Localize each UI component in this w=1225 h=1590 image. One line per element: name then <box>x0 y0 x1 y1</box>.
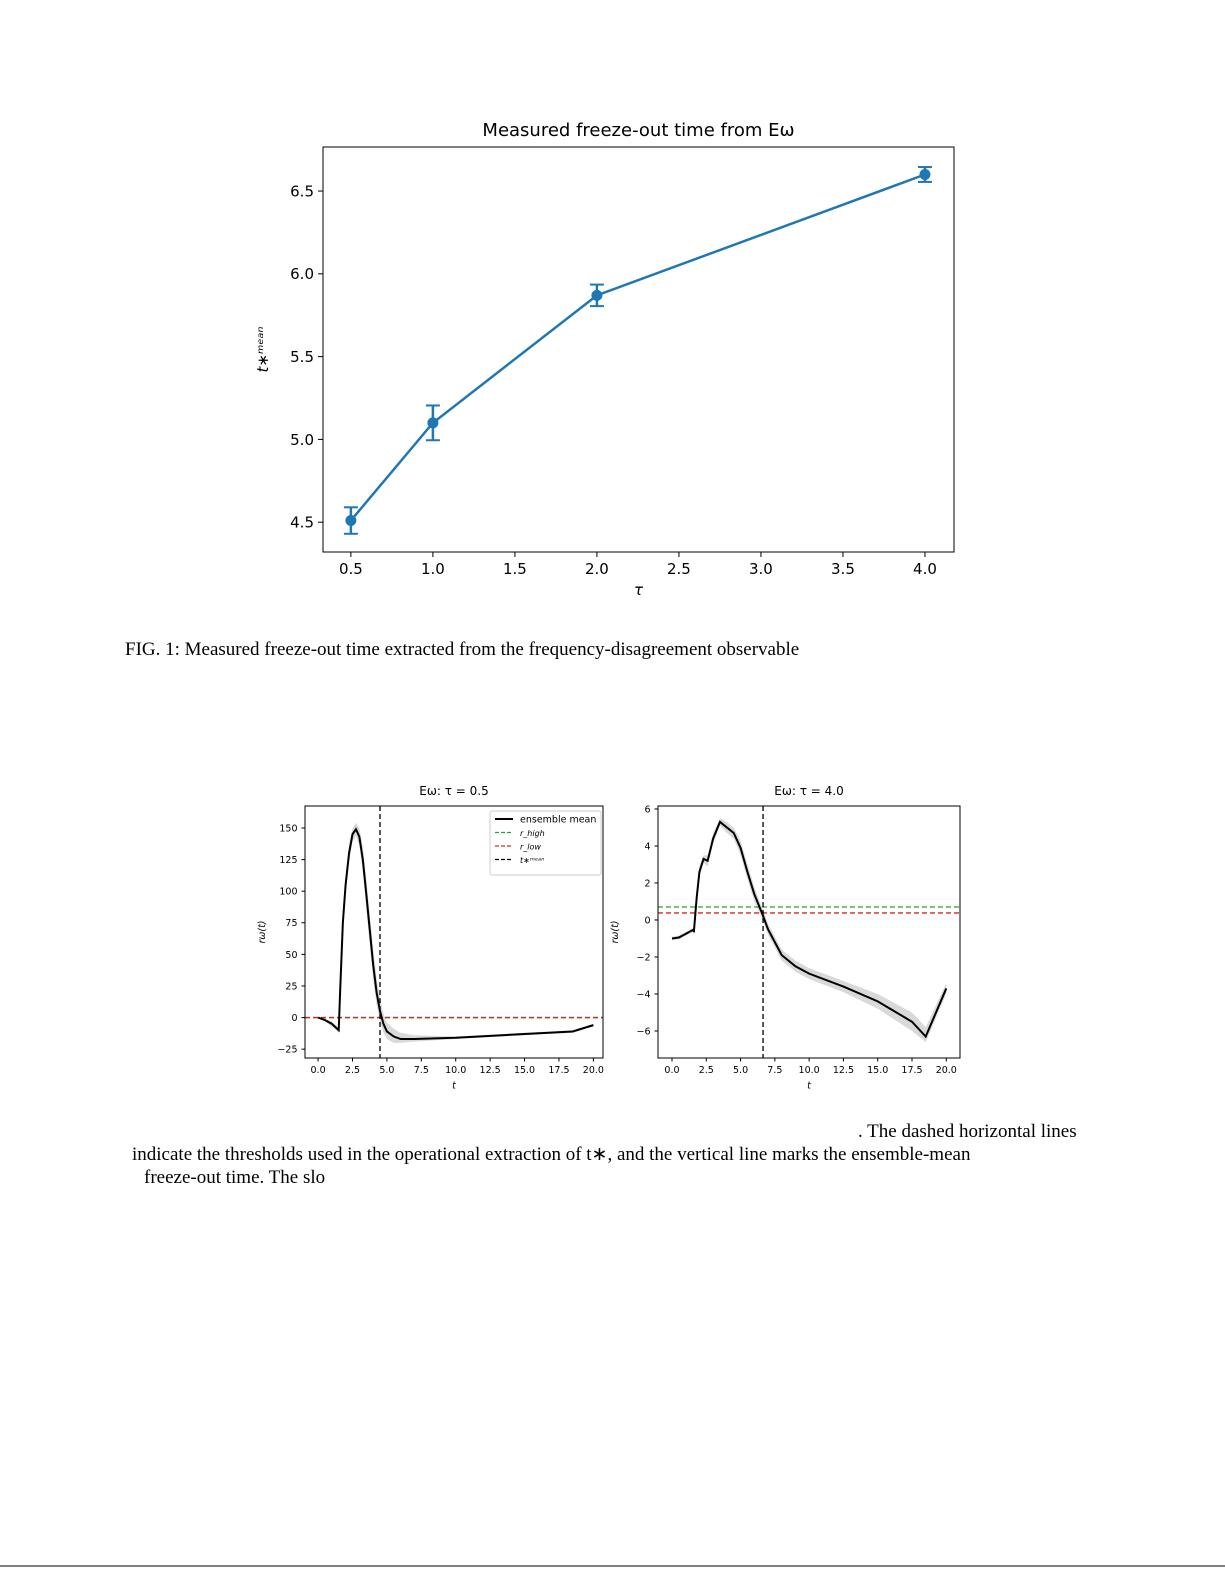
point <box>591 289 603 301</box>
x-tick-label: 15.0 <box>514 1065 535 1076</box>
y-axis-label: t∗ᵐᵉᵃⁿ <box>254 327 272 373</box>
y-tick-label: 150 <box>279 823 297 834</box>
x-tick-label: 20.0 <box>583 1065 604 1076</box>
legend-label: r_high <box>520 829 545 838</box>
chart-title: Eω: τ = 0.5 <box>419 784 488 798</box>
y-tick-label: 5.5 <box>290 348 314 366</box>
x-tick-label: 20.0 <box>936 1065 957 1076</box>
y-tick-label: 4.5 <box>290 514 314 532</box>
plot-frame <box>657 805 961 1059</box>
x-tick-label: 0.0 <box>664 1065 679 1076</box>
x-tick-label: 12.5 <box>833 1065 854 1076</box>
x-axis-label: t <box>452 1081 457 1092</box>
y-tick-label: 6 <box>644 804 650 815</box>
y-tick-label: 5.0 <box>290 431 314 449</box>
legend-label: t∗ᵐᵉᵃⁿ <box>520 856 544 865</box>
legend-box <box>489 810 602 876</box>
y-tick-label: 6.5 <box>290 182 314 200</box>
x-tick-label: 1.0 <box>421 560 445 578</box>
y-axis-label: rω(t) <box>610 921 621 944</box>
y-tick-label: 100 <box>279 887 297 898</box>
plot-frame <box>322 146 955 553</box>
caption: indicate the thresholds used in the oper… <box>132 1144 971 1165</box>
y-tick-label: 0 <box>291 1013 297 1024</box>
series-line <box>317 827 594 1041</box>
caption: freeze-out time. The slo <box>144 1167 325 1188</box>
x-tick-label: 1.5 <box>503 560 527 578</box>
chart-title: Eω: τ = 4.0 <box>774 784 843 798</box>
y-tick-label: 25 <box>285 981 297 992</box>
x-tick-label: 2.0 <box>585 560 609 578</box>
x-tick-label: 7.5 <box>767 1065 782 1076</box>
y-axis-label: rω(t) <box>257 921 268 944</box>
x-tick-label: 5.0 <box>733 1065 748 1076</box>
caption: . The dashed horizontal lines <box>858 1121 1077 1142</box>
plot-frame <box>304 805 604 1059</box>
chart-title: Measured freeze-out time from Eω <box>482 120 794 141</box>
y-tick-label: −2 <box>636 952 650 963</box>
x-tick-label: 5.0 <box>379 1065 394 1076</box>
x-tick-label: 0.0 <box>311 1065 326 1076</box>
y-tick-label: 4 <box>644 841 650 852</box>
y-tick-label: 50 <box>285 950 297 961</box>
y-tick-label: 6.0 <box>290 265 314 283</box>
x-tick-label: 12.5 <box>480 1065 501 1076</box>
legend-label: ensemble mean <box>520 815 596 826</box>
legend-label: r_low <box>520 843 541 852</box>
y-tick-label: −4 <box>636 989 650 1000</box>
x-tick-label: 17.5 <box>548 1065 569 1076</box>
x-tick-label: 0.5 <box>339 560 363 578</box>
spread-band <box>671 818 947 1043</box>
point <box>427 417 439 429</box>
caption: FIG. 1: Measured freeze-out time extract… <box>125 639 799 660</box>
y-tick-label: 2 <box>644 878 650 889</box>
x-tick-label: 4.0 <box>913 560 937 578</box>
y-tick-label: 125 <box>279 855 297 866</box>
point <box>345 515 357 527</box>
x-tick-label: 2.5 <box>667 560 691 578</box>
x-tick-label: 17.5 <box>901 1065 922 1076</box>
series-line <box>671 820 948 1039</box>
x-tick-label: 15.0 <box>867 1065 888 1076</box>
y-tick-label: 0 <box>644 915 650 926</box>
y-tick-label: −25 <box>277 1045 297 1056</box>
y-tick-label: 75 <box>285 918 297 929</box>
x-tick-label: 3.5 <box>831 560 855 578</box>
series-line <box>349 173 926 522</box>
x-tick-label: 2.5 <box>345 1065 360 1076</box>
x-tick-label: 10.0 <box>799 1065 820 1076</box>
x-axis-label: τ <box>634 581 644 599</box>
x-tick-label: 10.0 <box>445 1065 466 1076</box>
x-tick-label: 2.5 <box>699 1065 714 1076</box>
x-tick-label: 7.5 <box>414 1065 429 1076</box>
x-tick-label: 3.0 <box>749 560 773 578</box>
x-axis-label: t <box>807 1081 812 1092</box>
y-tick-label: −6 <box>636 1026 650 1037</box>
point <box>919 168 931 180</box>
